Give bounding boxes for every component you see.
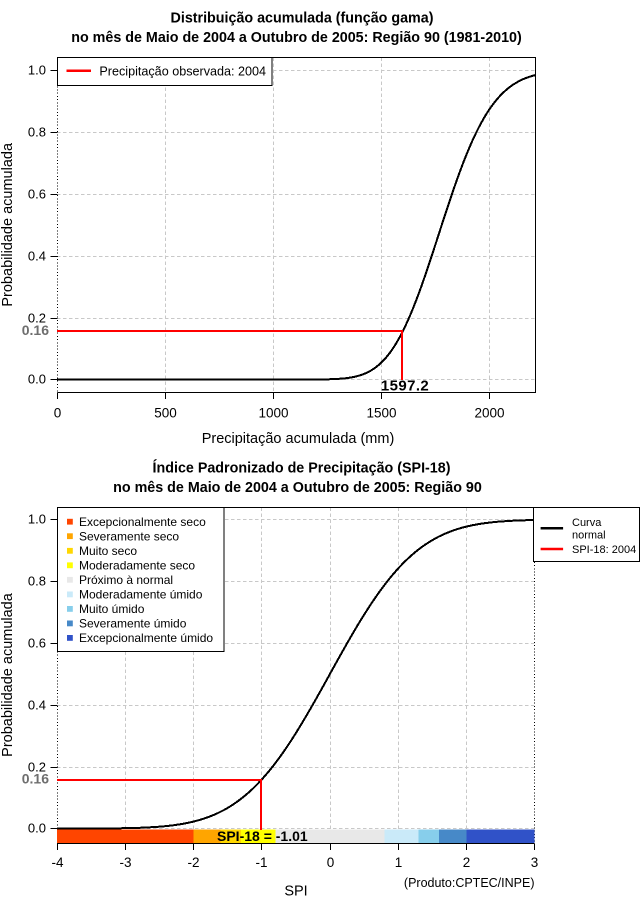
svg-text:SPI: SPI	[284, 884, 307, 900]
svg-text:0.6: 0.6	[28, 186, 46, 201]
svg-text:-3: -3	[119, 855, 131, 870]
svg-text:SPI-18: 2004: SPI-18: 2004	[572, 544, 636, 556]
svg-text:1000: 1000	[258, 405, 288, 420]
svg-text:Probabilidade acumulada: Probabilidade acumulada	[0, 592, 16, 757]
svg-text:Excepcionalmente úmido: Excepcionalmente úmido	[79, 631, 213, 645]
svg-text:0.16: 0.16	[22, 322, 49, 338]
svg-text:0.0: 0.0	[28, 371, 46, 386]
svg-text:normal: normal	[572, 529, 606, 541]
svg-text:Muito seco: Muito seco	[79, 544, 137, 558]
svg-text:Curva: Curva	[572, 517, 602, 529]
svg-text:Severamente úmido: Severamente úmido	[79, 617, 187, 631]
svg-text:Muito úmido: Muito úmido	[79, 602, 145, 616]
svg-text:no mês de Maio de 2004 a Outub: no mês de Maio de 2004 a Outubro de 2005…	[113, 480, 482, 496]
svg-text:1.0: 1.0	[28, 62, 46, 77]
svg-text:Precipitação acumulada (mm): Precipitação acumulada (mm)	[202, 431, 395, 447]
svg-text:0.8: 0.8	[28, 124, 46, 139]
svg-text:Índice Padronizado de Precipit: Índice Padronizado de Precipitação (SPI-…	[153, 459, 451, 476]
svg-text:Próximo à normal: Próximo à normal	[79, 573, 173, 587]
svg-text:0: 0	[54, 405, 62, 420]
svg-text:2000: 2000	[474, 405, 504, 420]
svg-text:-4: -4	[51, 855, 63, 870]
svg-text:0: 0	[327, 855, 335, 870]
svg-text:Probabilidade acumulada: Probabilidade acumulada	[0, 142, 16, 307]
svg-text:0.4: 0.4	[28, 697, 46, 712]
svg-text:SPI-18 = -1.01: SPI-18 = -1.01	[217, 828, 308, 844]
svg-text:3: 3	[531, 855, 539, 870]
svg-text:0.0: 0.0	[28, 820, 46, 835]
svg-text:0.6: 0.6	[28, 635, 46, 650]
svg-text:1500: 1500	[366, 405, 396, 420]
svg-text:1597.2: 1597.2	[381, 377, 429, 394]
svg-text:0.2: 0.2	[28, 310, 46, 325]
svg-text:500: 500	[154, 405, 177, 420]
svg-text:Severamente seco: Severamente seco	[79, 529, 179, 543]
svg-text:no mês de Maio de 2004 a Outub: no mês de Maio de 2004 a Outubro de 2005…	[71, 30, 522, 46]
svg-text:Precipitação observada: 2004: Precipitação observada: 2004	[99, 64, 266, 78]
svg-text:0.8: 0.8	[28, 573, 46, 588]
svg-text:Moderadamente seco: Moderadamente seco	[79, 559, 195, 573]
svg-text:(Produto:CPTEC/INPE): (Produto:CPTEC/INPE)	[404, 876, 535, 890]
svg-text:-1: -1	[255, 855, 267, 870]
svg-text:Distribuição acumulada (função: Distribuição acumulada (função gama)	[171, 10, 434, 26]
svg-text:2: 2	[463, 855, 471, 870]
svg-text:1: 1	[395, 855, 403, 870]
svg-text:0.2: 0.2	[28, 759, 46, 774]
svg-text:Excepcionalmente seco: Excepcionalmente seco	[79, 515, 206, 529]
svg-text:0.16: 0.16	[22, 771, 49, 787]
svg-text:Moderadamente úmido: Moderadamente úmido	[79, 588, 203, 602]
svg-text:1.0: 1.0	[28, 511, 46, 526]
svg-text:0.4: 0.4	[28, 248, 46, 263]
svg-text:-2: -2	[187, 855, 199, 870]
